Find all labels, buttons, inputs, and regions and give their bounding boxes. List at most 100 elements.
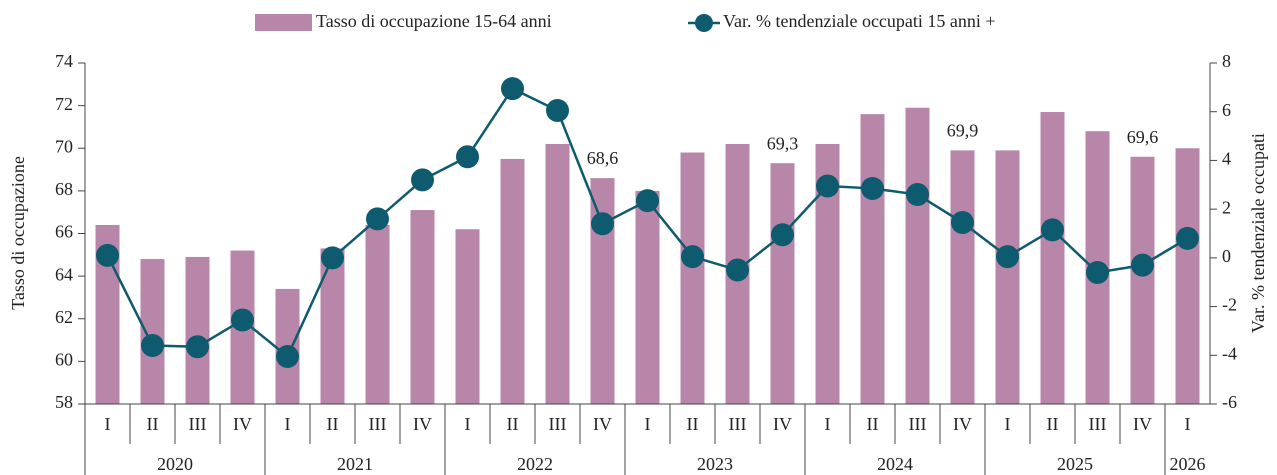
y-tick-label: 64 bbox=[55, 264, 73, 284]
x-tick-label: IV bbox=[593, 414, 612, 434]
bar bbox=[1130, 156, 1155, 404]
bar bbox=[1175, 148, 1200, 404]
legend-label: Var. % tendenziale occupati 15 anni + bbox=[723, 11, 996, 31]
x-tick-label: III bbox=[369, 414, 387, 434]
x-tick-label: III bbox=[909, 414, 927, 434]
line-marker bbox=[546, 98, 569, 122]
y-tick-label: 60 bbox=[55, 350, 73, 370]
y-tick-label: 62 bbox=[55, 307, 73, 327]
y2-tick-label: -6 bbox=[1222, 392, 1237, 412]
line-marker bbox=[951, 211, 974, 235]
bar bbox=[185, 256, 210, 404]
x-tick-label: II bbox=[687, 414, 699, 434]
line-marker bbox=[231, 308, 254, 332]
line-marker bbox=[321, 246, 344, 270]
x-tick-label: III bbox=[1089, 414, 1107, 434]
legend-marker bbox=[695, 14, 713, 32]
line-marker bbox=[636, 189, 659, 213]
x-tick-label: I bbox=[105, 414, 111, 434]
x-tick-label: II bbox=[507, 414, 519, 434]
x-tick-label: III bbox=[729, 414, 747, 434]
line-marker bbox=[456, 145, 479, 169]
line-marker bbox=[996, 245, 1019, 269]
x-tick-label: I bbox=[1185, 414, 1191, 434]
line-marker bbox=[681, 245, 704, 269]
bar bbox=[590, 178, 615, 404]
y2-tick-label: -2 bbox=[1222, 295, 1237, 315]
group-label: 2025 bbox=[1057, 454, 1093, 474]
group-label: 2023 bbox=[697, 454, 733, 474]
x-tick-label: IV bbox=[233, 414, 252, 434]
y2-tick-label: 6 bbox=[1222, 100, 1231, 120]
x-tick-label: III bbox=[549, 414, 567, 434]
line-marker bbox=[501, 77, 524, 101]
value-label: 69,6 bbox=[1127, 127, 1159, 147]
line-marker bbox=[1086, 260, 1109, 284]
line-marker bbox=[1041, 218, 1064, 242]
bar bbox=[545, 143, 570, 405]
group-label: 2022 bbox=[517, 454, 553, 474]
group-label: 2020 bbox=[157, 454, 193, 474]
line-marker bbox=[906, 183, 929, 207]
bar bbox=[860, 114, 885, 405]
value-label: 68,6 bbox=[587, 148, 619, 168]
y2-tick-label: 0 bbox=[1222, 246, 1231, 266]
bar bbox=[770, 163, 795, 404]
x-tick-label: IV bbox=[413, 414, 432, 434]
x-tick-label: II bbox=[147, 414, 159, 434]
bar bbox=[995, 150, 1020, 404]
value-label: 69,9 bbox=[947, 121, 979, 141]
bar bbox=[680, 152, 705, 404]
line-marker bbox=[591, 212, 614, 236]
y2-tick-label: 4 bbox=[1222, 149, 1231, 169]
x-tick-label: III bbox=[189, 414, 207, 434]
x-tick-label: I bbox=[1005, 414, 1011, 434]
y-tick-label: 68 bbox=[55, 179, 73, 199]
x-tick-label: I bbox=[465, 414, 471, 434]
group-label: 2026 bbox=[1170, 454, 1206, 474]
line-marker bbox=[141, 334, 164, 358]
x-tick-label: II bbox=[1047, 414, 1059, 434]
bar bbox=[1040, 112, 1065, 405]
group-label: 2024 bbox=[877, 454, 913, 474]
y-tick-label: 74 bbox=[55, 51, 73, 71]
line-marker bbox=[726, 258, 749, 282]
y-tick-label: 72 bbox=[55, 94, 73, 114]
x-tick-label: II bbox=[327, 414, 339, 434]
bar bbox=[320, 248, 345, 404]
line-marker bbox=[186, 335, 209, 359]
legend-swatch bbox=[255, 14, 312, 31]
y2-tick-label: 8 bbox=[1222, 51, 1231, 71]
line-marker bbox=[1131, 253, 1154, 277]
bar bbox=[905, 107, 930, 404]
line-marker bbox=[771, 223, 794, 247]
x-tick-label: II bbox=[867, 414, 879, 434]
bar bbox=[140, 259, 165, 404]
group-label: 2021 bbox=[337, 454, 373, 474]
y-tick-label: 58 bbox=[55, 392, 73, 412]
x-tick-label: IV bbox=[1133, 414, 1152, 434]
bar bbox=[500, 158, 525, 404]
x-tick-label: IV bbox=[773, 414, 792, 434]
y-axis-title: Tasso di occupazione bbox=[8, 156, 28, 310]
y-tick-label: 66 bbox=[55, 222, 73, 242]
x-tick-label: I bbox=[285, 414, 291, 434]
y-tick-label: 70 bbox=[55, 136, 73, 156]
line-marker bbox=[411, 168, 434, 192]
line-marker bbox=[366, 207, 389, 231]
line-marker bbox=[1176, 226, 1199, 250]
bar bbox=[365, 224, 390, 404]
y2-axis-title: Var. % tendenziale occupati bbox=[1248, 133, 1268, 333]
x-tick-label: IV bbox=[953, 414, 972, 434]
x-tick-label: I bbox=[645, 414, 651, 434]
y2-tick-label: -4 bbox=[1222, 343, 1237, 363]
bar bbox=[950, 150, 975, 404]
line-marker bbox=[816, 174, 839, 198]
y2-tick-label: 2 bbox=[1222, 197, 1231, 217]
bar bbox=[455, 229, 480, 404]
line-marker bbox=[96, 243, 119, 267]
bar bbox=[410, 210, 435, 404]
value-label: 69,3 bbox=[767, 133, 799, 153]
legend-label: Tasso di occupazione 15-64 anni bbox=[316, 11, 552, 31]
